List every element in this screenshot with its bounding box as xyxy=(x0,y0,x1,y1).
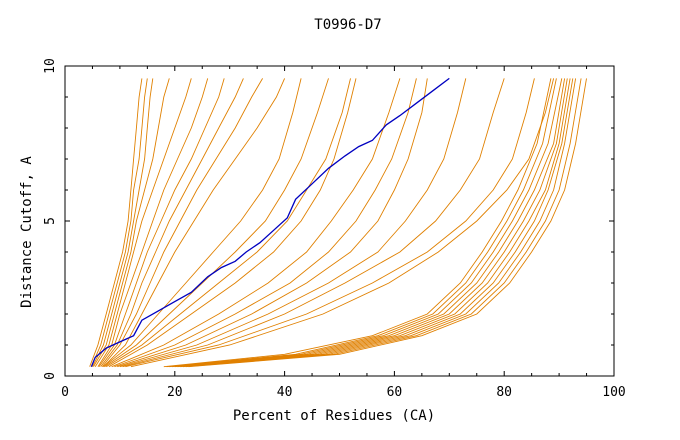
x-axis-label: Percent of Residues (CA) xyxy=(233,408,435,424)
series-line-19 xyxy=(122,78,505,368)
series-line-14 xyxy=(108,78,357,368)
series-line-18 xyxy=(119,78,467,368)
y-axis-label: Distance Cutoff, A xyxy=(19,156,35,308)
y-tick-label: 10 xyxy=(43,58,58,74)
series-line-9 xyxy=(101,78,263,367)
series-line-7 xyxy=(98,78,225,367)
series-line-26 xyxy=(174,78,568,368)
y-tick-label: 5 xyxy=(43,217,58,225)
series-line-3 xyxy=(92,78,154,367)
series-line-8 xyxy=(100,78,244,367)
series-line-1 xyxy=(89,78,143,367)
series-line-23 xyxy=(166,78,557,368)
series-line-13 xyxy=(105,78,351,368)
series-line-29 xyxy=(182,78,577,368)
x-tick-label: 60 xyxy=(387,385,403,400)
series-line-24 xyxy=(169,78,563,368)
series-line-5 xyxy=(94,78,192,367)
series-line-2 xyxy=(90,78,148,367)
series-line-17 xyxy=(117,78,428,368)
highlight-series-line xyxy=(90,77,450,367)
plot-frame xyxy=(64,65,615,377)
series-line-31 xyxy=(188,78,587,368)
x-tick-label: 100 xyxy=(602,385,625,400)
chart-title: T0996-D7 xyxy=(314,17,381,33)
series-line-11 xyxy=(103,78,302,368)
highlight-layer xyxy=(90,77,450,367)
series-line-6 xyxy=(97,78,209,367)
series-line-27 xyxy=(177,78,571,368)
x-tick-label: 40 xyxy=(277,385,293,400)
series-layer xyxy=(89,78,587,368)
series-line-28 xyxy=(180,78,574,368)
series-line-30 xyxy=(185,78,582,368)
series-line-20 xyxy=(125,78,535,368)
x-tick-label: 80 xyxy=(496,385,512,400)
series-line-25 xyxy=(172,78,566,368)
series-line-4 xyxy=(93,78,170,367)
series-line-22 xyxy=(163,78,552,368)
series-line-10 xyxy=(103,78,286,368)
series-line-21 xyxy=(130,78,555,368)
series-line-16 xyxy=(114,78,417,368)
x-tick-label: 0 xyxy=(61,385,69,400)
series-line-12 xyxy=(104,78,329,368)
y-tick-label: 0 xyxy=(43,372,58,380)
series-line-15 xyxy=(111,78,401,368)
axis-layer: 0 20 40 60 80 100 0 5 10 xyxy=(43,58,626,400)
x-tick-label: 20 xyxy=(167,385,183,400)
